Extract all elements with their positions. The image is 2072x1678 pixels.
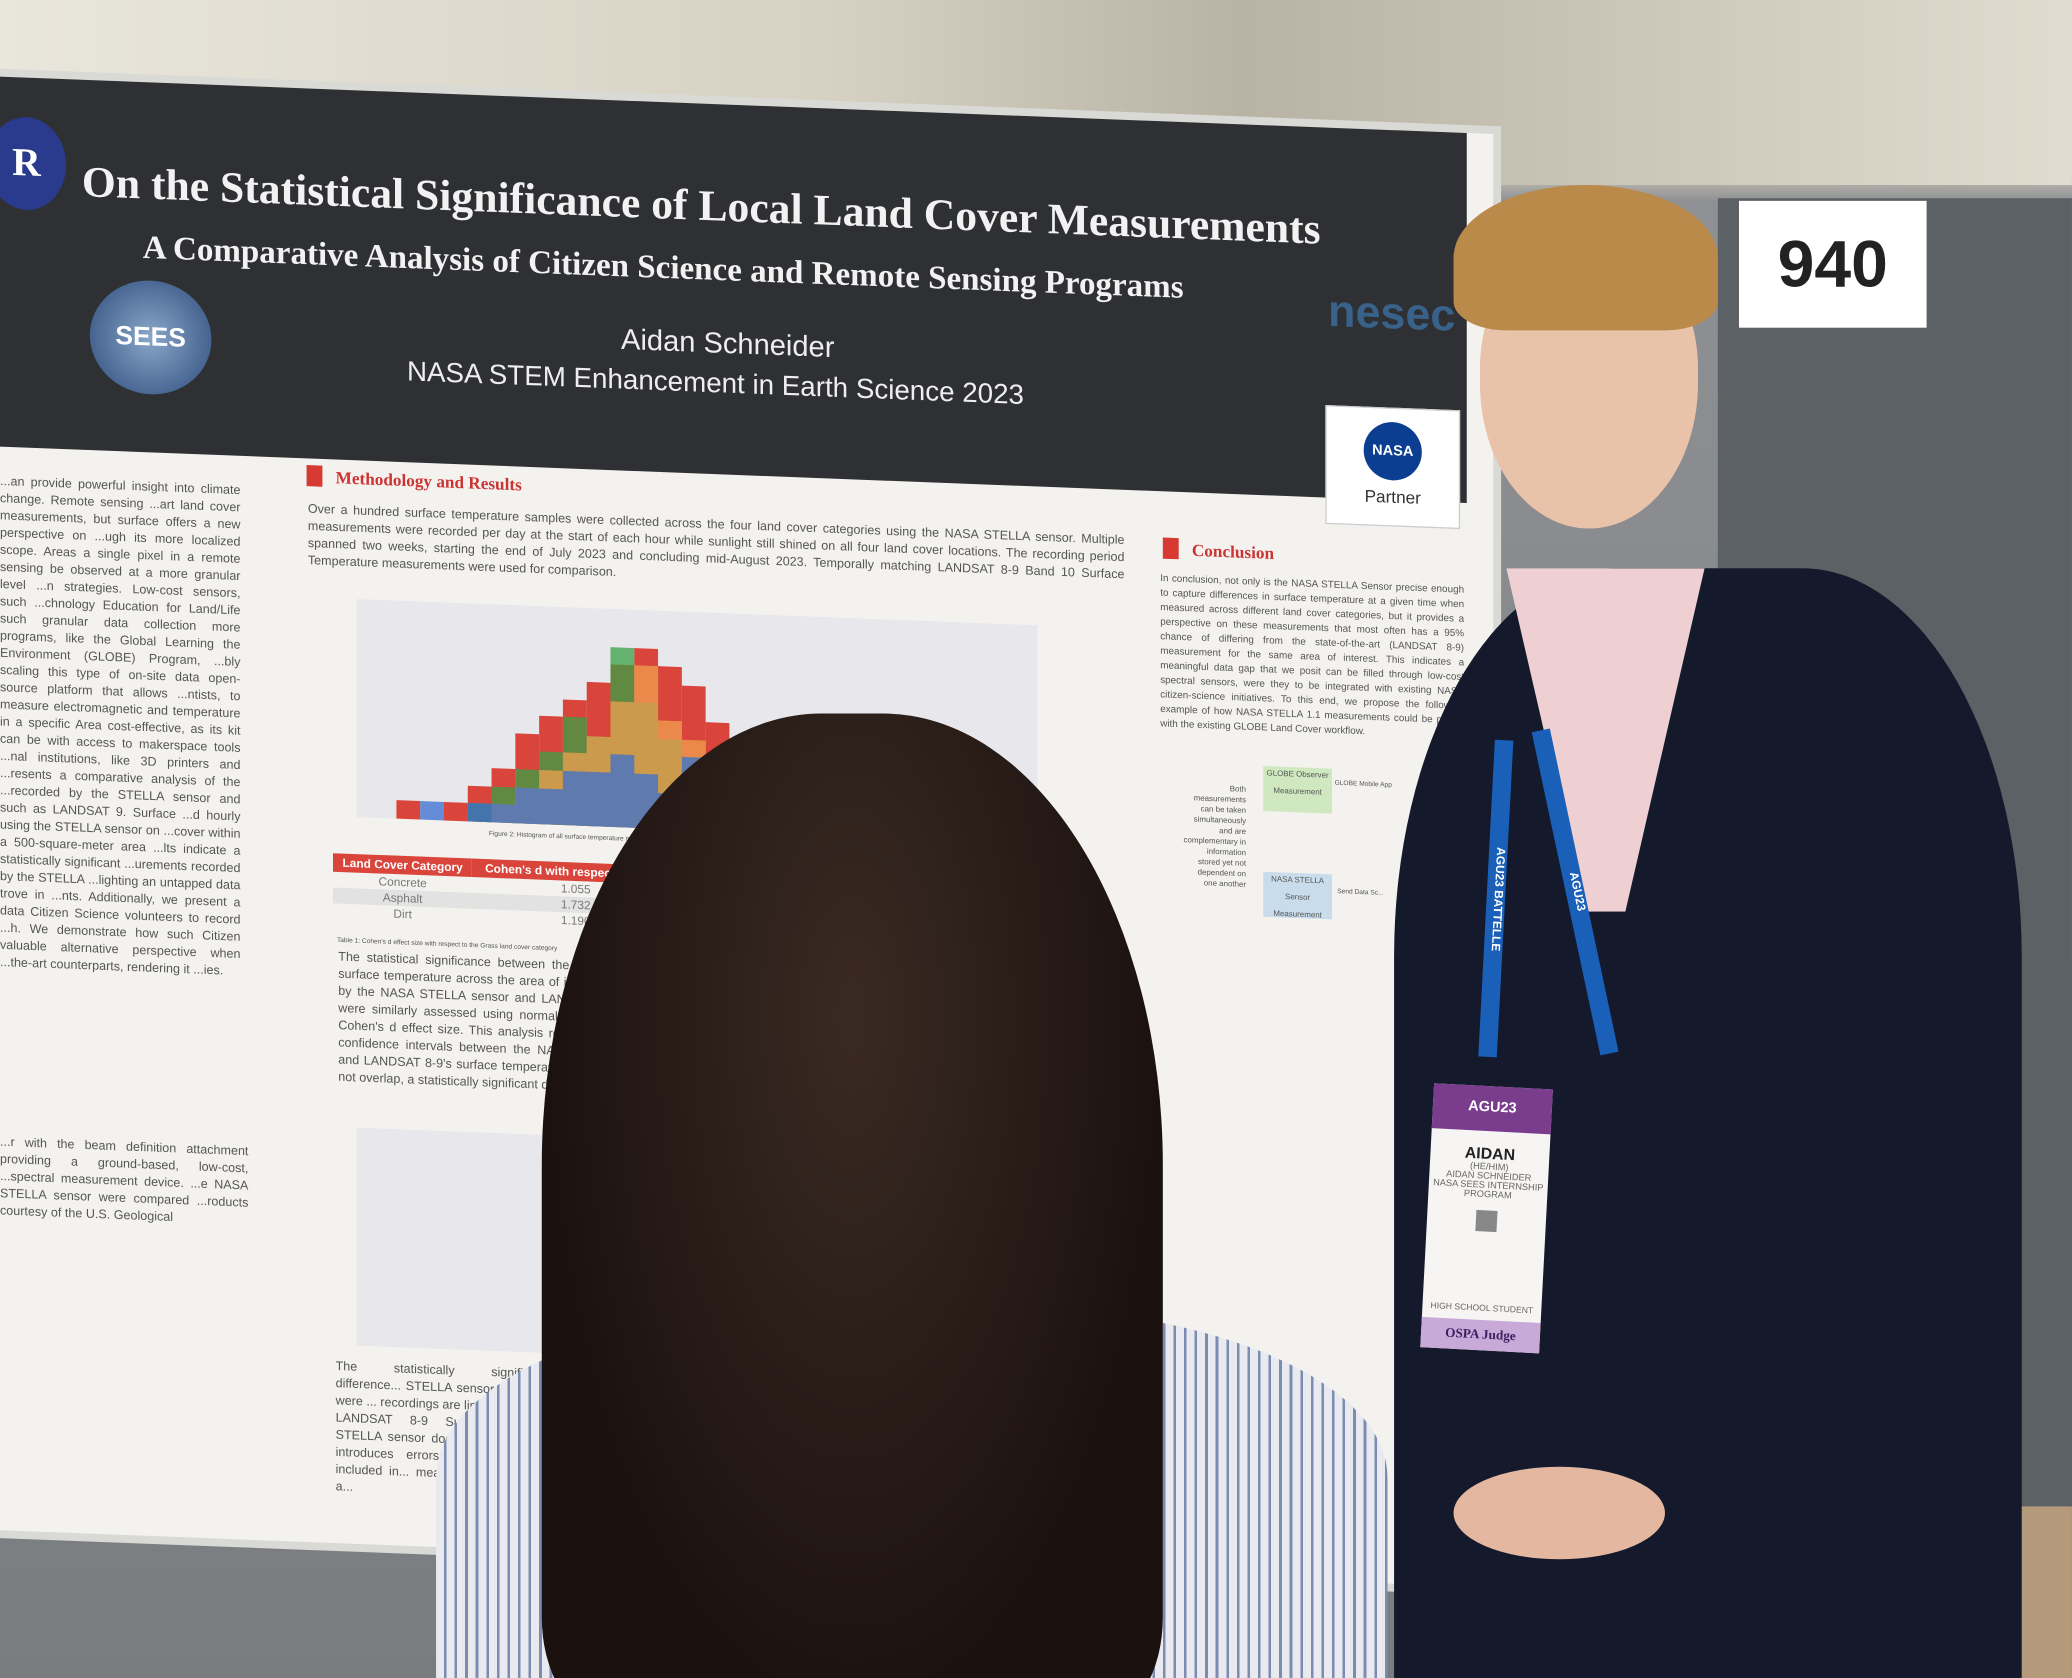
histogram-bar bbox=[396, 800, 421, 820]
booth-number: 940 bbox=[1738, 200, 1927, 328]
gesturing-hand bbox=[1453, 1466, 1665, 1560]
methodology-heading: Methodology and Results bbox=[307, 465, 522, 496]
intro-text: ...an provide powerful insight into clim… bbox=[0, 474, 241, 979]
poster-program: NASA STEM Enhancement in Earth Science 2… bbox=[406, 356, 1024, 411]
badge-category: HIGH SCHOOL STUDENT bbox=[1430, 1301, 1534, 1317]
sees-logo: SEES bbox=[89, 278, 212, 397]
logo-left: R bbox=[0, 115, 67, 212]
qr-code-icon bbox=[1475, 1209, 1498, 1233]
poster-banner: R On the Statistical Significance of Loc… bbox=[0, 76, 1467, 530]
visitor-person bbox=[436, 713, 1453, 1678]
poster-author: Aidan Schneider bbox=[621, 322, 835, 364]
presenter-person bbox=[1255, 184, 2072, 1678]
badge-event: AGU23 bbox=[1431, 1083, 1553, 1135]
lanyard-text: AGU23 bbox=[1492, 846, 1508, 887]
conference-badge: AGU23 AIDAN (HE/HIM) AIDAN SCHNEIDER NAS… bbox=[1420, 1083, 1553, 1354]
methodology-text: Over a hundred surface temperature sampl… bbox=[307, 502, 1125, 583]
long-dark-hair bbox=[541, 713, 1163, 1678]
badge-role-ribbon: OSPA Judge bbox=[1420, 1316, 1541, 1354]
instrument-text: ...r with the beam definition attachment… bbox=[0, 1135, 249, 1225]
blond-hair bbox=[1453, 184, 1718, 331]
